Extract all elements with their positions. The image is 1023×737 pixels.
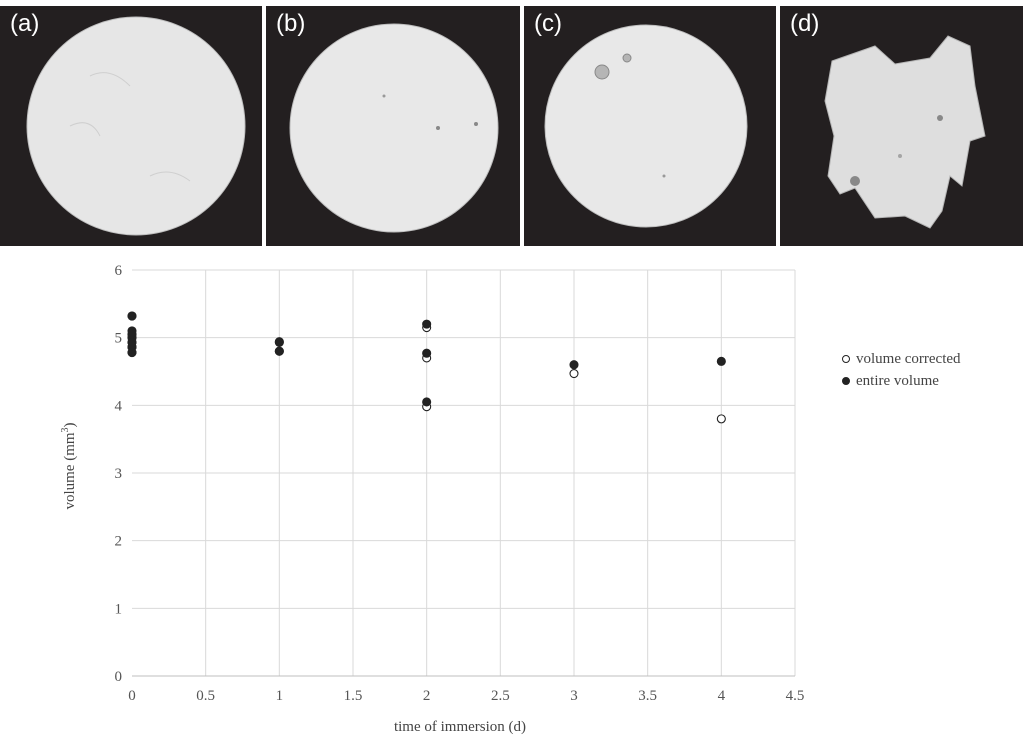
y-tick-label: 6 — [115, 263, 123, 279]
legend-label: volume corrected — [856, 350, 961, 367]
y-tick-label: 4 — [115, 398, 123, 414]
legend-label: entire volume — [856, 372, 939, 389]
panel-c: (c) — [524, 6, 776, 246]
x-tick-label: 4.5 — [786, 688, 805, 704]
panel-d: (d) — [780, 6, 1023, 246]
point-entire-volume — [422, 397, 432, 407]
filled-circle-icon — [842, 377, 850, 385]
x-tick-label: 0 — [128, 688, 136, 704]
open-circle-icon — [842, 355, 850, 363]
chart-grid — [132, 269, 796, 676]
point-entire-volume — [127, 326, 137, 336]
point-entire-volume — [569, 360, 579, 370]
sample-disc-c — [544, 24, 748, 228]
point-entire-volume — [422, 348, 432, 358]
point-entire-volume — [127, 311, 137, 321]
panel-label: (b) — [276, 10, 306, 37]
sample-disc-a — [26, 16, 246, 236]
x-axis-title: time of immersion (d) — [394, 719, 526, 735]
x-tick-label: 2 — [423, 688, 431, 704]
y-tick-label: 1 — [115, 601, 123, 617]
panel-label: (a) — [10, 10, 40, 37]
panel-label: (d) — [790, 10, 820, 37]
volume-scatter-chart: 0 0.5 1 1.5 2 2.5 3 3.5 4 4.5 0 1 2 3 4 5 6 time of imm… — [60, 263, 804, 735]
point-entire-volume — [422, 319, 432, 329]
panel-b: (b) — [266, 6, 520, 246]
point-volume-corrected — [716, 414, 726, 424]
panel-label: (c) — [534, 10, 562, 37]
y-axis-title: volume (mm3) — [60, 422, 78, 509]
sample-disc-b — [289, 23, 499, 233]
x-tick-label: 4 — [718, 688, 726, 704]
legend-item-volume-corrected: volume corrected — [842, 348, 961, 370]
x-tick-label: 1 — [276, 688, 284, 704]
micro-ct-panels: (a) (b) (c) (d) — [0, 0, 1023, 247]
point-volume-corrected — [569, 368, 579, 379]
y-tick-label: 0 — [115, 669, 123, 685]
fragmented-sample-d — [824, 35, 986, 229]
panel-a: (a) — [0, 6, 262, 246]
legend-item-entire-volume: entire volume — [842, 370, 961, 392]
x-tick-label: 0.5 — [196, 688, 215, 704]
y-tick-label: 2 — [115, 534, 123, 550]
y-tick-label: 5 — [115, 331, 123, 347]
point-entire-volume — [274, 346, 284, 356]
x-tick-labels: 0 0.5 1 1.5 2 2.5 3 3.5 4 4.5 — [128, 688, 804, 704]
chart-legend: volume corrected entire volume — [842, 348, 961, 392]
y-tick-labels: 0 1 2 3 4 5 6 — [115, 263, 123, 685]
point-entire-volume — [274, 337, 284, 347]
data-points — [127, 311, 726, 424]
x-tick-label: 3 — [570, 688, 578, 704]
point-entire-volume — [716, 356, 726, 366]
y-tick-label: 3 — [115, 466, 123, 482]
x-tick-label: 1.5 — [344, 688, 363, 704]
x-tick-label: 2.5 — [491, 688, 510, 704]
x-tick-label: 3.5 — [638, 688, 657, 704]
